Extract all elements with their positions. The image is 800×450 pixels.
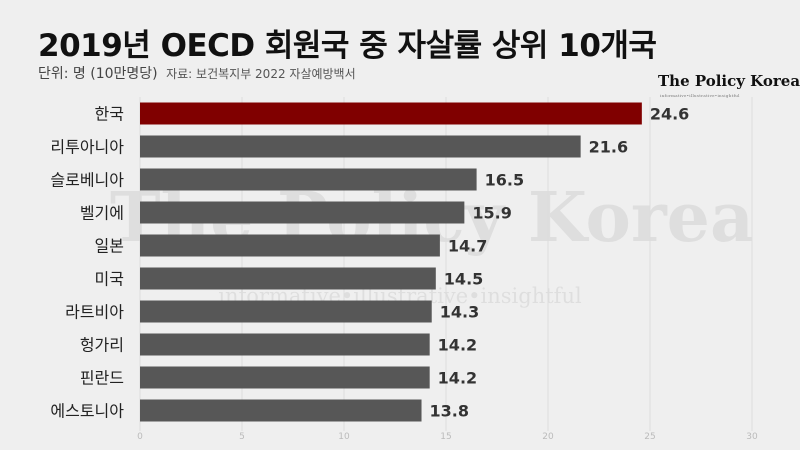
x-tick-label: 10 (338, 432, 350, 442)
value-label: 13.8 (430, 402, 469, 421)
bar (140, 267, 436, 290)
value-label: 15.9 (472, 204, 511, 223)
value-label: 14.5 (444, 270, 483, 289)
value-label: 14.7 (448, 237, 487, 256)
category-label: 헝가리 (80, 336, 124, 355)
category-label: 라트비아 (65, 303, 124, 322)
value-label: 16.5 (485, 171, 524, 190)
bar (140, 201, 465, 224)
value-label: 14.2 (438, 369, 477, 388)
category-label: 에스토니아 (50, 402, 124, 421)
x-tick-label: 0 (137, 432, 143, 442)
bar (140, 366, 430, 389)
chart-subtitle: 단위: 명 (10만명당) 자료: 보건복지부 2022 자살예방백서 (38, 63, 356, 83)
bar (140, 300, 432, 323)
brand-tagline: informative•illustrative•insightful (660, 93, 740, 98)
value-label: 24.6 (650, 105, 689, 124)
category-label: 일본 (95, 237, 124, 256)
source-label: 자료: 보건복지부 2022 자살예방백서 (166, 67, 356, 81)
x-tick-label: 30 (746, 432, 758, 442)
bar (140, 168, 477, 191)
category-label: 슬로베니아 (50, 171, 124, 190)
category-label: 미국 (95, 270, 124, 289)
x-tick-label: 20 (542, 432, 554, 442)
bar (140, 102, 642, 125)
bar (140, 234, 440, 257)
category-label: 리투아니아 (50, 138, 124, 157)
chart-title: 2019년 OECD 회원국 중 자살률 상위 10개국 (38, 28, 657, 64)
x-tick-label: 5 (239, 432, 245, 442)
unit-label: 단위: 명 (10만명당) (38, 66, 158, 82)
brand-logo: The Policy Korea (658, 72, 800, 90)
value-label: 14.3 (440, 303, 479, 322)
bar (140, 399, 422, 422)
category-label: 핀란드 (80, 369, 124, 388)
x-tick-label: 15 (440, 432, 451, 442)
bar (140, 333, 430, 356)
category-label: 벨기에 (80, 204, 124, 223)
x-tick-label: 25 (644, 432, 655, 442)
category-label: 한국 (95, 105, 124, 124)
bar (140, 135, 581, 158)
value-label: 21.6 (589, 138, 628, 157)
value-label: 14.2 (438, 336, 477, 355)
